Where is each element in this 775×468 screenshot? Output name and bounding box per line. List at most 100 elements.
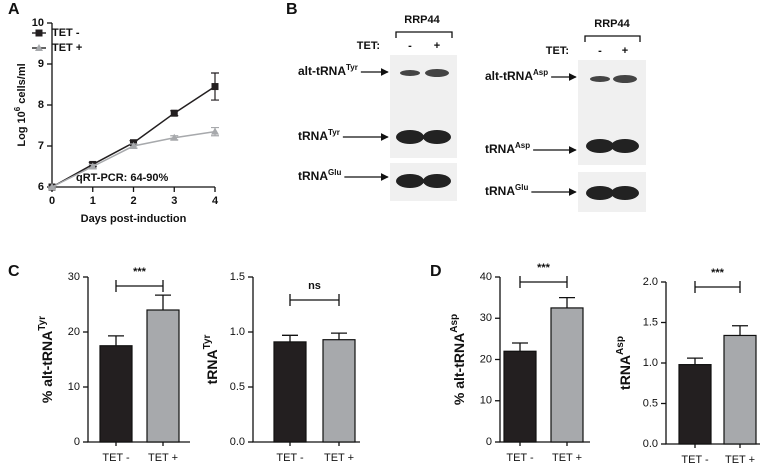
significance-bracket [115, 280, 164, 292]
lane-label: + [434, 40, 440, 52]
y-tick-label: 10 [480, 395, 492, 407]
x-tick-label: TET - [681, 454, 709, 466]
x-tick-label: 2 [130, 195, 136, 207]
y-axis-label: % alt-tRNATyr [37, 316, 55, 403]
band-label: tRNAGlu [298, 168, 341, 183]
error-bar [282, 334, 298, 342]
x-tick-label: TET - [102, 452, 130, 464]
panel-label: C [8, 263, 20, 280]
label-part: % alt-tRNA [451, 333, 467, 405]
x-tick-label: TET - [506, 452, 534, 464]
point [170, 109, 178, 117]
y-axis-label: tRNAAsp [615, 336, 633, 390]
x-tick-label: 1 [90, 195, 96, 207]
point [211, 83, 219, 91]
point [88, 162, 97, 170]
y-tick-label: 0.5 [643, 397, 658, 409]
label-part: tRNA [204, 349, 220, 384]
tet-label: TET: [546, 45, 569, 57]
legend-label: TET + [52, 42, 82, 54]
significance-label: *** [133, 266, 147, 278]
band-sup: Glu [328, 168, 341, 177]
y-axis-label: % alt-tRNAAsp [449, 314, 467, 405]
significance-label: *** [711, 267, 725, 279]
legend-label: TET - [52, 27, 80, 39]
y-tick-label: 1.5 [643, 316, 658, 328]
tet-label: TET: [357, 40, 380, 52]
y-tick-label: 30 [480, 312, 492, 324]
x-tick-label: TET + [552, 452, 582, 464]
bar [550, 307, 584, 443]
bar [322, 339, 356, 443]
y-tick-label: 7 [38, 140, 44, 152]
legend-marker [35, 29, 43, 37]
y-tick-label: 0 [74, 436, 80, 448]
label-part: % alt-tRNA [39, 331, 55, 403]
x-tick-label: 3 [171, 195, 177, 207]
label-part: Asp [615, 336, 626, 355]
y-tick-label: 0.0 [643, 438, 658, 450]
x-tick-label: TET - [276, 452, 304, 464]
y-tick-label: 30 [68, 271, 80, 283]
band-label: tRNAGlu [485, 183, 528, 198]
band-label: alt-tRNAAsp [485, 68, 548, 83]
significance-bracket [519, 276, 568, 288]
error-bar [687, 357, 703, 365]
lane-label: - [598, 45, 602, 57]
band-name: tRNA [485, 142, 515, 156]
bar [503, 350, 537, 443]
y-tick-label: 0.0 [230, 436, 245, 448]
lane-label: - [408, 40, 412, 52]
band-name: tRNA [485, 184, 515, 198]
bracket [395, 31, 453, 38]
band-sup: Tyr [346, 63, 358, 72]
error-bar [732, 325, 748, 336]
panel-label: A [8, 1, 20, 18]
label-part: cells/ml [16, 63, 28, 106]
error-bar [559, 296, 575, 308]
band-sup: Tyr [328, 128, 340, 137]
band-name: tRNA [298, 129, 328, 143]
error-bar [155, 294, 171, 310]
label-part: Tyr [202, 334, 213, 349]
panel-label: D [430, 263, 442, 280]
bar [678, 364, 712, 445]
band-name: alt-tRNA [485, 69, 533, 83]
error-bar [108, 335, 124, 346]
x-tick-label: TET + [148, 452, 178, 464]
y-tick-label: 1.0 [230, 326, 245, 338]
blot-band [423, 174, 451, 188]
blot-header: RRP44 [404, 14, 440, 26]
bar [99, 345, 133, 443]
bracket [584, 35, 641, 42]
band-sup: Asp [533, 68, 548, 77]
lane-label: + [622, 45, 628, 57]
y-tick-label: 20 [480, 353, 492, 365]
blot-image [390, 55, 457, 158]
blot-band [586, 186, 614, 200]
band-label: tRNATyr [298, 128, 340, 143]
panel-label: B [286, 1, 298, 18]
error-bar [331, 332, 347, 340]
x-axis-label: Days post-induction [81, 213, 187, 225]
x-tick-label: TET + [725, 454, 755, 466]
blot-band [611, 186, 639, 200]
y-axis-label: tRNATyr [202, 334, 220, 384]
band-sup: Glu [515, 183, 528, 192]
bar [146, 309, 180, 443]
y-tick-label: 40 [480, 271, 492, 283]
blot-band [396, 174, 424, 188]
x-tick-label: TET + [324, 452, 354, 464]
x-tick-label: 0 [49, 195, 55, 207]
legend-marker [35, 44, 43, 51]
band-name: tRNA [298, 169, 328, 183]
y-tick-label: 10 [32, 17, 44, 29]
band-label: alt-tRNATyr [298, 63, 358, 78]
y-tick-label: 20 [68, 326, 80, 338]
significance-bracket [694, 281, 741, 293]
error-bar [512, 342, 528, 352]
blot-band [586, 139, 614, 153]
band-sup: Asp [515, 141, 530, 150]
band-name: alt-tRNA [298, 64, 346, 78]
y-tick-label: 8 [38, 99, 44, 111]
